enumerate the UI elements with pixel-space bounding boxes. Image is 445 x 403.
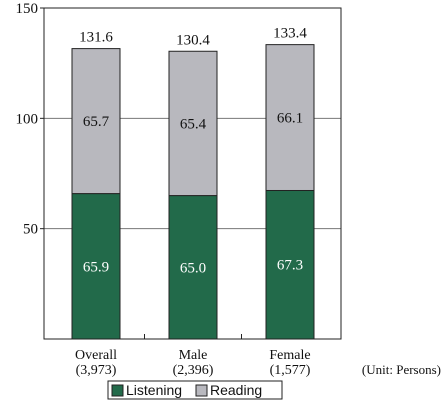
category-label: Overall <box>75 348 117 363</box>
segment-value-label: 65.7 <box>83 114 110 130</box>
category-count-label: (1,577) <box>270 363 311 378</box>
segment-value-label: 67.3 <box>277 258 303 274</box>
total-value-label: 130.4 <box>176 32 210 48</box>
segment-value-label: 65.4 <box>180 116 207 132</box>
legend-swatch-listening <box>112 385 123 396</box>
legend-swatch-reading <box>196 385 207 396</box>
category-count-label: (2,396) <box>173 363 214 378</box>
legend-label-listening: Listening <box>126 382 182 398</box>
y-tick-label: 100 <box>16 111 39 127</box>
legend: Listening Reading <box>108 381 282 399</box>
total-value-label: 133.4 <box>273 26 307 42</box>
y-tick-label: 50 <box>23 222 38 238</box>
legend-label-reading: Reading <box>210 382 262 398</box>
segment-value-label: 65.9 <box>83 259 109 275</box>
category-label: Female <box>269 348 310 363</box>
bars <box>72 45 314 339</box>
y-tick-label: 150 <box>16 1 39 17</box>
total-value-label: 131.6 <box>79 30 113 46</box>
segment-value-label: 65.0 <box>180 260 206 276</box>
category-label: Male <box>179 348 208 363</box>
category-count-label: (3,973) <box>76 363 117 378</box>
segment-value-label: 66.1 <box>277 111 303 127</box>
unit-note: (Unit: Persons) <box>362 362 441 377</box>
